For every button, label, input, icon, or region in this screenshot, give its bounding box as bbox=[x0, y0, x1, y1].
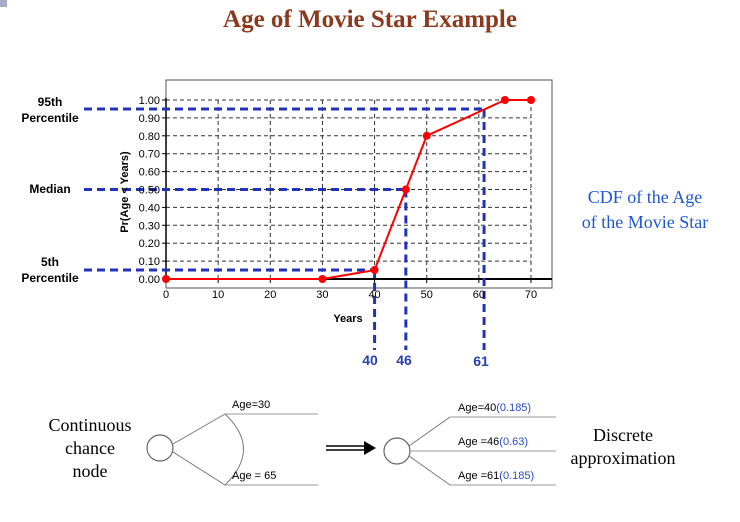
p95-label-line2: Percentile bbox=[21, 111, 79, 125]
cdf-caption-line2: of the Movie Star bbox=[581, 212, 709, 232]
continuous-label-line3: node bbox=[72, 461, 108, 481]
discrete-chance-node bbox=[383, 437, 411, 465]
continuous-label-line1: Continuous bbox=[48, 415, 132, 435]
continuous-fan-arc bbox=[224, 413, 244, 486]
discrete-branch-2: Age =46(0.63) bbox=[458, 436, 528, 448]
x-tick-label: 50 bbox=[421, 289, 433, 301]
tick-labels: 0.00 0.10 0.20 0.30 0.40 0.50 0.60 0.70 0.80 0.90… bbox=[139, 95, 538, 301]
cdf-point bbox=[162, 275, 170, 283]
cdf-point bbox=[500, 96, 509, 104]
y-tick-label: 0.90 bbox=[139, 113, 160, 125]
x-marker-61: 61 bbox=[473, 353, 489, 369]
continuous-lower-branch bbox=[172, 451, 226, 486]
continuous-chance-node bbox=[146, 434, 174, 462]
y-tick-label: 0.10 bbox=[139, 256, 160, 268]
x-tick-label: 70 bbox=[525, 289, 537, 301]
discrete-label-line1: Discrete bbox=[593, 425, 653, 445]
slide-title: Age of Movie Star Example bbox=[223, 6, 517, 33]
discrete-branch-2-prob: (0.63) bbox=[499, 436, 529, 448]
transform-arrow bbox=[326, 441, 376, 455]
x-tick-label: 20 bbox=[264, 289, 276, 301]
cdf-point bbox=[318, 275, 327, 283]
y-tick-label: 0.40 bbox=[139, 202, 160, 214]
plot-area bbox=[165, 79, 553, 289]
p5-label-line1: 5th bbox=[41, 255, 59, 269]
discrete-branch-1: Age=40(0.185) bbox=[458, 402, 531, 414]
discrete-branch-3: Age =61(0.185) bbox=[458, 470, 534, 482]
discrete-branch-3-prob: (0.185) bbox=[499, 470, 535, 482]
y-tick-label: 1.00 bbox=[139, 95, 160, 107]
x-tick-label: 0 bbox=[163, 289, 169, 301]
reference-lines bbox=[84, 107, 486, 350]
discrete-branch-3-label: Age =61 bbox=[458, 470, 500, 482]
upper-branch-label: Age=30 bbox=[232, 399, 271, 411]
x-tick-label: 40 bbox=[368, 289, 380, 301]
discrete-lower-branch bbox=[408, 455, 451, 486]
continuous-label-line2: chance bbox=[65, 438, 115, 458]
discrete-label-line2: approximation bbox=[570, 448, 676, 468]
y-tick-label: 0.30 bbox=[139, 220, 160, 232]
continuous-upper-branch bbox=[172, 413, 226, 445]
p95-label-line1: 95th bbox=[38, 95, 63, 109]
discrete-approx-label: Discrete approximation bbox=[556, 424, 690, 470]
cdf-point bbox=[422, 131, 431, 140]
x-tick-label: 10 bbox=[212, 289, 224, 301]
y-tick-label: 0.70 bbox=[139, 149, 160, 161]
x-tick-label: 30 bbox=[316, 289, 328, 301]
discrete-tree bbox=[383, 416, 556, 486]
cdf-caption-line1: CDF of the Age bbox=[587, 187, 703, 207]
y-tick-label: 0.60 bbox=[139, 167, 160, 179]
y-tick-label: 0.80 bbox=[139, 131, 160, 143]
x-marker-40: 40 bbox=[362, 352, 378, 368]
continuous-tree bbox=[146, 413, 318, 486]
y-tick-label: 0.50 bbox=[139, 185, 160, 197]
x-marker-46: 46 bbox=[396, 352, 412, 368]
y-tick-label: 0.00 bbox=[139, 274, 160, 286]
discrete-branch-2-label: Age =46 bbox=[458, 436, 500, 448]
cdf-point bbox=[370, 266, 379, 275]
cdf-series bbox=[162, 96, 535, 283]
lower-branch-label: Age = 65 bbox=[232, 470, 277, 482]
median-label: Median bbox=[29, 182, 70, 196]
discrete-branch-1-prob: (0.185) bbox=[496, 402, 532, 414]
grid bbox=[166, 99, 532, 279]
continuous-node-label: Continuous chance node bbox=[30, 414, 150, 483]
x-tick-label: 60 bbox=[473, 289, 485, 301]
slide-corner-mark bbox=[0, 0, 7, 7]
cdf-point bbox=[527, 96, 535, 104]
y-axis-title: Pr(Age < Years) bbox=[119, 151, 131, 233]
cdf-caption: CDF of the Age of the Movie Star bbox=[560, 185, 730, 235]
cdf-point bbox=[401, 185, 410, 194]
x-axis-title: Years bbox=[333, 313, 362, 325]
discrete-upper-branch bbox=[408, 416, 451, 447]
p5-label-line2: Percentile bbox=[21, 271, 79, 285]
y-tick-label: 0.20 bbox=[139, 238, 160, 250]
discrete-branch-1-label: Age=40 bbox=[458, 402, 497, 414]
